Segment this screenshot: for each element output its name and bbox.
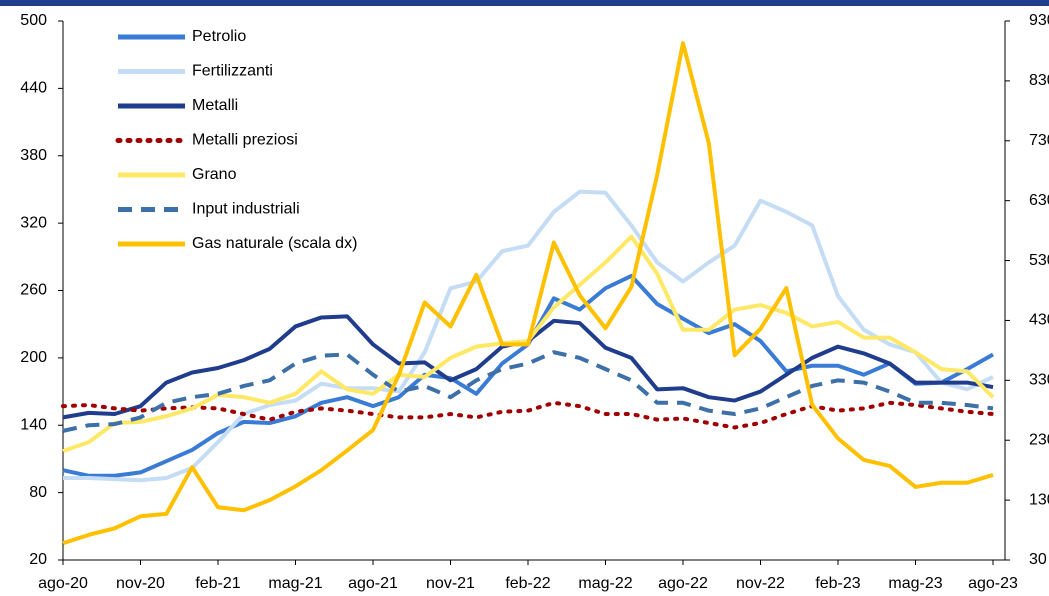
y-tick-label: 440 [20,80,47,97]
y-tick-label: 140 [20,416,47,433]
y2-tick-label: 30 [1029,551,1047,568]
header-band [0,0,1049,6]
y-tick-label: 320 [20,214,47,231]
y-tick-label: 20 [29,551,47,568]
x-tick-label: mag-23 [888,575,942,592]
legend-label: Metalli preziosi [192,132,298,149]
legend-label: Gas naturale (scala dx) [192,235,357,252]
y-tick-label: 380 [20,147,47,164]
x-tick-label: mag-21 [268,575,322,592]
x-tick-label: feb-22 [505,575,550,592]
series-line [62,350,994,433]
y2-tick-label: 230 [1029,431,1049,448]
series-line [62,41,994,546]
y2-tick-label: 330 [1029,372,1049,389]
y-tick-label: 80 [29,484,47,501]
x-tick-label: ago-22 [658,575,708,592]
y2-tick-label: 730 [1029,132,1049,149]
x-tick-label: feb-23 [815,575,860,592]
x-tick-label: ago-23 [968,575,1018,592]
legend-label: Grano [192,166,237,183]
legend-label: Input industriali [192,201,300,218]
x-tick-label: nov-22 [736,575,785,592]
y2-tick-label: 530 [1029,252,1049,269]
y-tick-label: 500 [20,12,47,29]
legend-label: Metalli [192,97,238,114]
y2-tick-label: 930 [1029,12,1049,29]
series-line [61,400,995,430]
x-tick-label: nov-21 [426,575,475,592]
y2-tick-label: 430 [1029,312,1049,329]
x-tick-label: feb-21 [195,575,240,592]
legend-label: Petrolio [192,28,246,45]
series-line [63,189,994,483]
x-tick-label: nov-20 [116,575,165,592]
y-tick-label: 260 [20,282,47,299]
y2-tick-label: 630 [1029,192,1049,209]
x-tick-label: ago-21 [348,575,398,592]
x-tick-label: mag-22 [578,575,632,592]
legend-label: Fertilizzanti [192,63,273,80]
y2-tick-label: 130 [1029,491,1049,508]
y-tick-label: 200 [20,349,47,366]
y2-tick-label: 830 [1029,72,1049,89]
series-line [62,273,994,478]
x-tick-label: ago-20 [38,575,88,592]
